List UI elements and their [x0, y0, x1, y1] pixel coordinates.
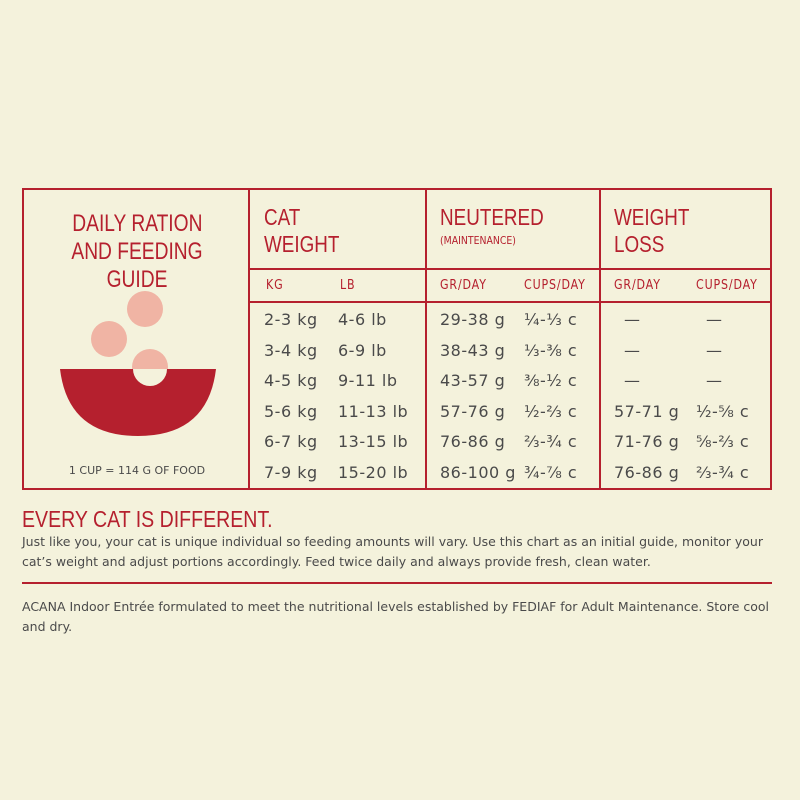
unit-label: KG — [266, 278, 284, 293]
table-cell: 15-20 lb — [338, 462, 409, 482]
table-cell: 3-4 kg — [264, 340, 318, 360]
divider — [22, 582, 772, 584]
divider — [425, 190, 427, 488]
table-cell: ½-⅔ c — [524, 401, 578, 421]
table-cell: 5-6 kg — [264, 401, 318, 421]
table-cell: 11-13 lb — [338, 401, 409, 421]
guide-title: DAILY RATION AND FEEDING GUIDE — [24, 210, 250, 294]
table-cell: 71-76 g — [614, 432, 680, 451]
table-cell: 29-38 g — [440, 310, 506, 329]
table-cell: 4-5 kg — [264, 371, 318, 390]
table-cell: 86-100 g — [440, 462, 516, 482]
note-heading: EVERY CAT IS DIFFERENT. — [22, 506, 273, 532]
title-line: DAILY RATION — [71, 210, 203, 237]
table-cell: — — [706, 340, 723, 360]
unit-label: CUPS/DAY — [696, 278, 758, 293]
col-header-neutered: NEUTERED — [440, 204, 544, 230]
table-cell: 7-9 kg — [264, 462, 318, 482]
table-cell: ⅔-¾ c — [696, 462, 750, 482]
table-cell: 6-9 lb — [338, 340, 387, 360]
unit-label: CUPS/DAY — [524, 278, 586, 293]
table-cell: — — [624, 371, 641, 390]
food-bowl-icon — [60, 291, 216, 436]
feeding-guide-table: DAILY RATION AND FEEDING GUIDE 1 CUP = 1… — [22, 188, 772, 490]
unit-label: LB — [340, 278, 356, 293]
table-cell: 4-6 lb — [338, 310, 387, 329]
table-cell: 76-86 g — [614, 462, 680, 482]
table-cell: — — [624, 340, 641, 360]
table-cell: 13-15 lb — [338, 432, 409, 451]
divider — [250, 301, 770, 303]
table-cell: ¾-⅞ c — [524, 462, 578, 482]
table-cell: ⅜-½ c — [524, 371, 578, 390]
table-cell: 9-11 lb — [338, 371, 398, 390]
col-header-weight-loss: WEIGHT LOSS — [614, 204, 690, 257]
note-body: Just like you, your cat is unique indivi… — [22, 534, 763, 569]
table-cell: 57-76 g — [440, 401, 506, 421]
table-cell: 43-57 g — [440, 371, 506, 390]
divider — [599, 190, 601, 488]
title-line: AND FEEDING GUIDE — [71, 238, 203, 293]
col-subheader: (MAINTENANCE) — [440, 234, 516, 247]
table-cell: — — [706, 310, 723, 329]
table-cell: ⅝-⅔ c — [696, 432, 750, 451]
table-cell: 76-86 g — [440, 432, 506, 451]
table-cell: ¼-⅓ c — [524, 310, 578, 329]
divider — [248, 190, 250, 488]
divider — [250, 268, 770, 270]
table-cell: 6-7 kg — [264, 432, 318, 451]
unit-label: GR/DAY — [614, 278, 661, 293]
table-cell: — — [706, 371, 723, 390]
col-header-cat-weight: CAT WEIGHT — [264, 204, 340, 257]
unit-label: GR/DAY — [440, 278, 487, 293]
table-cell: 57-71 g — [614, 401, 680, 421]
table-cell: ⅓-⅜ c — [524, 340, 578, 360]
table-cell: 38-43 g — [440, 340, 506, 360]
footer-text: ACANA Indoor Entrée formulated to meet t… — [22, 599, 770, 634]
table-cell: 2-3 kg — [264, 310, 318, 329]
table-cell: ⅔-¾ c — [524, 432, 578, 451]
table-cell: ½-⅝ c — [696, 401, 750, 421]
cup-note: 1 CUP = 114 G OF FOOD — [68, 464, 206, 477]
table-cell: — — [624, 310, 641, 329]
